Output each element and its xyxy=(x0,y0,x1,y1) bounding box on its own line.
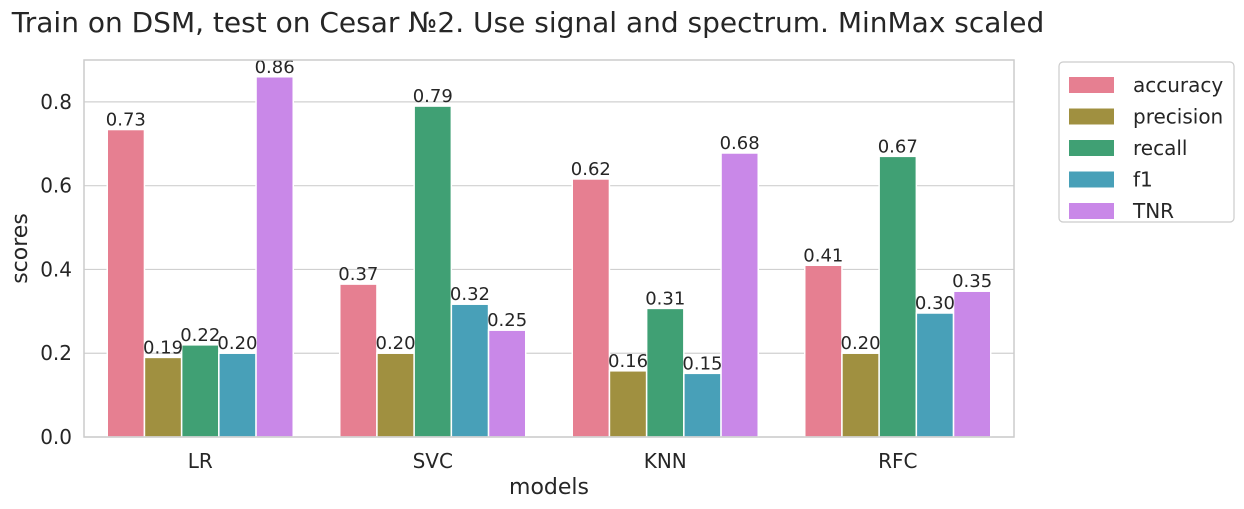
value-label: 0.37 xyxy=(338,264,378,285)
legend-label: accuracy xyxy=(1133,73,1223,97)
value-label: 0.16 xyxy=(608,351,648,372)
legend-label: recall xyxy=(1133,136,1187,160)
value-label: 0.25 xyxy=(487,310,527,331)
bar-precision xyxy=(841,352,880,438)
bar-accuracy xyxy=(106,128,146,438)
bar-precision xyxy=(143,356,183,438)
bar-f1 xyxy=(218,352,257,438)
x-tick-label: SVC xyxy=(413,449,453,473)
x-tick-label: LR xyxy=(188,449,213,473)
bar-accuracy xyxy=(571,178,611,438)
y-axis-label: scores xyxy=(8,213,33,284)
bar-recall xyxy=(413,105,453,438)
legend-label: precision xyxy=(1133,105,1223,129)
value-label: 0.32 xyxy=(450,284,490,305)
bar-tnr xyxy=(255,76,294,438)
bar-tnr xyxy=(720,152,759,438)
bars-group xyxy=(106,76,992,438)
bar-precision xyxy=(608,370,648,438)
legend-swatch xyxy=(1069,203,1114,219)
bar-accuracy xyxy=(339,283,378,438)
legend-swatch xyxy=(1069,108,1114,125)
value-label: 0.31 xyxy=(645,288,685,309)
value-label: 0.20 xyxy=(376,333,416,354)
legend-swatch xyxy=(1069,77,1114,93)
x-axis-label: models xyxy=(509,475,589,500)
y-ticks: 0.0 0.2 0.4 0.6 0.8 xyxy=(40,90,72,449)
legend: accuracy precision recall f1 TNR xyxy=(1058,61,1235,223)
value-label: 0.30 xyxy=(915,293,955,314)
value-label: 0.15 xyxy=(682,353,722,374)
value-label: 0.22 xyxy=(180,325,220,346)
bar-precision xyxy=(376,352,415,438)
legend-swatch xyxy=(1069,140,1114,156)
x-tick-label: KNN xyxy=(644,449,687,473)
x-tick-label: RFC xyxy=(878,449,917,473)
value-label: 0.79 xyxy=(413,86,453,107)
y-tick-label: 0.8 xyxy=(40,90,72,114)
bar-f1 xyxy=(450,303,490,438)
bar-recall xyxy=(878,155,918,438)
x-ticks: LR SVC KNN RFC xyxy=(188,449,918,473)
bar-tnr xyxy=(487,329,527,438)
value-label: 0.41 xyxy=(803,245,843,266)
value-label: 0.20 xyxy=(841,333,881,354)
value-label: 0.62 xyxy=(571,159,611,180)
bar-accuracy xyxy=(804,264,843,438)
bar-recall xyxy=(180,344,220,438)
legend-swatch xyxy=(1069,171,1114,188)
value-label: 0.67 xyxy=(878,136,918,157)
value-label: 0.68 xyxy=(720,133,760,154)
y-tick-label: 0.0 xyxy=(40,425,72,449)
value-labels-group: 0.730.370.620.410.19 0.200.160.200.220.79… xyxy=(106,57,992,375)
y-tick-label: 0.2 xyxy=(40,341,72,365)
plot-frame xyxy=(83,59,1015,438)
bar-f1 xyxy=(915,312,955,438)
legend-label: f1 xyxy=(1133,168,1153,192)
chart-title: Train on DSM, test on Cesar №2. Use sign… xyxy=(11,6,1044,39)
bar-recall xyxy=(645,307,685,438)
value-label: 0.86 xyxy=(255,57,295,78)
y-tick-label: 0.6 xyxy=(40,174,72,198)
value-label: 0.20 xyxy=(217,333,257,354)
bar-tnr xyxy=(952,290,992,438)
bar-f1 xyxy=(683,372,722,438)
value-label: 0.73 xyxy=(106,110,146,131)
value-label: 0.19 xyxy=(143,337,183,358)
y-tick-label: 0.4 xyxy=(40,257,72,281)
legend-label: TNR xyxy=(1132,199,1174,223)
value-label: 0.35 xyxy=(952,271,992,292)
